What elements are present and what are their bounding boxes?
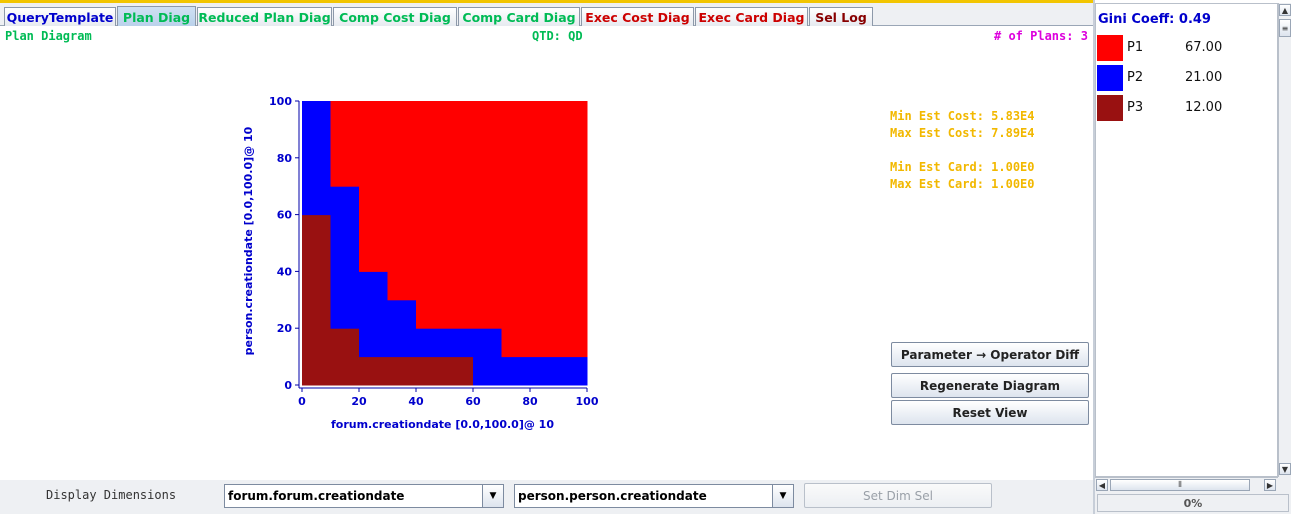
diagram-title: Plan Diagram (5, 29, 92, 43)
max-est-cost: Max Est Cost: 7.89E4 (890, 126, 1035, 140)
gini-coefficient: Gini Coeff: 0.49 (1098, 12, 1211, 27)
tab-label: Reduced Plan Diag (198, 10, 331, 25)
y-tick-label: 100 (269, 95, 292, 108)
plan-regions (302, 101, 588, 386)
legend-swatch (1097, 35, 1123, 61)
dimension-2-value: person.person.creationdate (518, 489, 707, 503)
y-tick-label: 60 (277, 209, 293, 222)
tab-label: Plan Diag (122, 10, 191, 25)
dimension-1-select[interactable]: forum.forum.creationdate ▼ (224, 484, 504, 508)
legend-plan-value: 12.00 (1185, 100, 1223, 115)
x-tick-label: 40 (408, 395, 424, 408)
plan-region-p3-col-1[interactable] (330, 328, 360, 386)
tab-query-template[interactable]: QueryTemplate (4, 7, 116, 27)
y-tick-label: 80 (277, 152, 293, 165)
qtd-label: QTD: QD (532, 29, 583, 43)
tab-label: Sel Log (815, 10, 867, 25)
scroll-up-icon[interactable]: ▲ (1279, 4, 1291, 16)
set-dim-sel-button[interactable]: Set Dim Sel (804, 483, 992, 508)
top-accent-strip (0, 0, 1093, 3)
legend-item-p2[interactable]: P2 21.00 (1097, 65, 1277, 91)
plan-region-p2-col-2[interactable] (359, 271, 388, 358)
x-tick-label: 20 (351, 395, 367, 408)
plan-region-p2-col-4[interactable] (416, 328, 474, 358)
tab-comp-cost-diag[interactable]: Comp Cost Diag (333, 7, 457, 27)
tab-reduced-plan-diag[interactable]: Reduced Plan Diag (197, 7, 332, 27)
legend-vertical-scrollbar[interactable]: ▲ ≡ ▼ (1278, 3, 1291, 477)
legend-plan-value: 67.00 (1185, 40, 1223, 55)
plan-region-p3-col-4[interactable] (416, 356, 474, 386)
tab-exec-cost-diag[interactable]: Exec Cost Diag (581, 7, 694, 27)
legend-plan-name: P3 (1127, 100, 1144, 115)
min-est-cost: Min Est Cost: 5.83E4 (890, 109, 1035, 123)
plan-region-p1-col-3[interactable] (387, 101, 417, 301)
chevron-down-icon[interactable]: ▼ (482, 485, 503, 507)
legend-plan-name: P1 (1127, 40, 1144, 55)
num-plans-label: # of Plans: 3 (994, 29, 1088, 43)
plan-region-p2-col-5[interactable] (473, 328, 502, 386)
plan-region-p1-col-1[interactable] (330, 101, 360, 187)
x-tick-label: 0 (298, 395, 306, 408)
chevron-down-icon[interactable]: ▼ (772, 485, 793, 507)
plan-region-p3-col-2[interactable] (359, 356, 388, 386)
x-tick-label: 60 (465, 395, 481, 408)
tab-label: Exec Card Diag (698, 10, 805, 25)
legend-swatch (1097, 65, 1123, 91)
regenerate-diagram-button[interactable]: Regenerate Diagram (891, 373, 1089, 398)
tab-exec-card-diag[interactable]: Exec Card Diag (695, 7, 808, 27)
legend-swatch (1097, 95, 1123, 121)
plan-region-p3-col-0[interactable] (302, 214, 331, 386)
legend-item-p1[interactable]: P1 67.00 (1097, 35, 1277, 61)
parameter-operator-diff-button[interactable]: Parameter → Operator Diff (891, 342, 1089, 367)
plan-region-p1-col-5[interactable] (473, 101, 502, 329)
tab-label: Comp Cost Diag (339, 10, 451, 25)
plan-region-p1-col-2[interactable] (359, 101, 388, 272)
plan-region-p2-col-0[interactable] (302, 101, 331, 216)
tab-comp-card-diag[interactable]: Comp Card Diag (458, 7, 580, 27)
tab-sel-log[interactable]: Sel Log (809, 7, 873, 27)
dimension-2-select[interactable]: person.person.creationdate ▼ (514, 484, 794, 508)
plan-region-p1-col-6[interactable] (501, 101, 588, 358)
max-est-card: Max Est Card: 1.00E0 (890, 177, 1035, 191)
x-axis-label: forum.creationdate [0.0,100.0]@ 10 (331, 418, 554, 431)
scroll-left-icon[interactable]: ◀ (1096, 479, 1108, 491)
scroll-right-icon[interactable]: ▶ (1264, 479, 1276, 491)
tab-label: Exec Cost Diag (585, 10, 690, 25)
tab-label: QueryTemplate (6, 10, 114, 25)
reset-view-button[interactable]: Reset View (891, 400, 1089, 425)
plan-region-p1-col-4[interactable] (416, 101, 474, 329)
plan-diagram-plot[interactable]: 0 20 40 60 80 100 0 20 40 60 80 100 forum.creation… (230, 88, 610, 438)
dimension-1-value: forum.forum.creationdate (228, 489, 405, 503)
y-axis-label: person.creationdate [0.0,100.0]@ 10 (242, 126, 255, 355)
plan-region-p2-col-6[interactable] (501, 356, 588, 386)
scroll-down-icon[interactable]: ▼ (1279, 463, 1291, 475)
plan-legend (1095, 3, 1278, 477)
y-tick-label: 20 (277, 322, 293, 335)
progress-label: 0% (1183, 496, 1203, 510)
plan-region-p2-col-1[interactable] (330, 186, 360, 329)
progress-bar: 0% (1097, 494, 1289, 512)
y-tick-label: 40 (277, 265, 293, 278)
y-tick-label: 0 (284, 379, 292, 392)
min-est-card: Min Est Card: 1.00E0 (890, 160, 1035, 174)
y-axis-ticks: 0 20 40 60 80 100 (269, 95, 299, 392)
tab-plan-diag[interactable]: Plan Diag (117, 6, 196, 28)
legend-item-p3[interactable]: P3 12.00 (1097, 95, 1277, 121)
scroll-thumb[interactable]: ≡ (1279, 19, 1291, 37)
legend-horizontal-scrollbar[interactable]: ◀ ⦀ ▶ (1095, 477, 1278, 491)
legend-plan-value: 21.00 (1185, 70, 1223, 85)
x-tick-label: 80 (522, 395, 538, 408)
x-tick-label: 100 (576, 395, 599, 408)
plan-region-p2-col-3[interactable] (387, 299, 417, 358)
scroll-thumb[interactable]: ⦀ (1110, 479, 1250, 491)
display-dimensions-label: Display Dimensions (46, 488, 177, 502)
legend-plan-name: P2 (1127, 70, 1144, 85)
plan-region-p3-col-3[interactable] (387, 356, 417, 386)
tab-bar: QueryTemplate Plan Diag Reduced Plan Dia… (0, 3, 1093, 28)
panel-divider[interactable] (1093, 0, 1095, 514)
x-axis-ticks: 0 20 40 60 80 100 (298, 388, 599, 408)
tab-label: Comp Card Diag (462, 10, 576, 25)
